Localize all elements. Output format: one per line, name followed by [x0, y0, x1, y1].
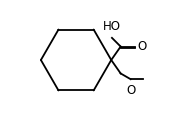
Text: O: O — [137, 40, 147, 53]
Text: O: O — [126, 84, 135, 97]
Text: HO: HO — [103, 20, 121, 33]
